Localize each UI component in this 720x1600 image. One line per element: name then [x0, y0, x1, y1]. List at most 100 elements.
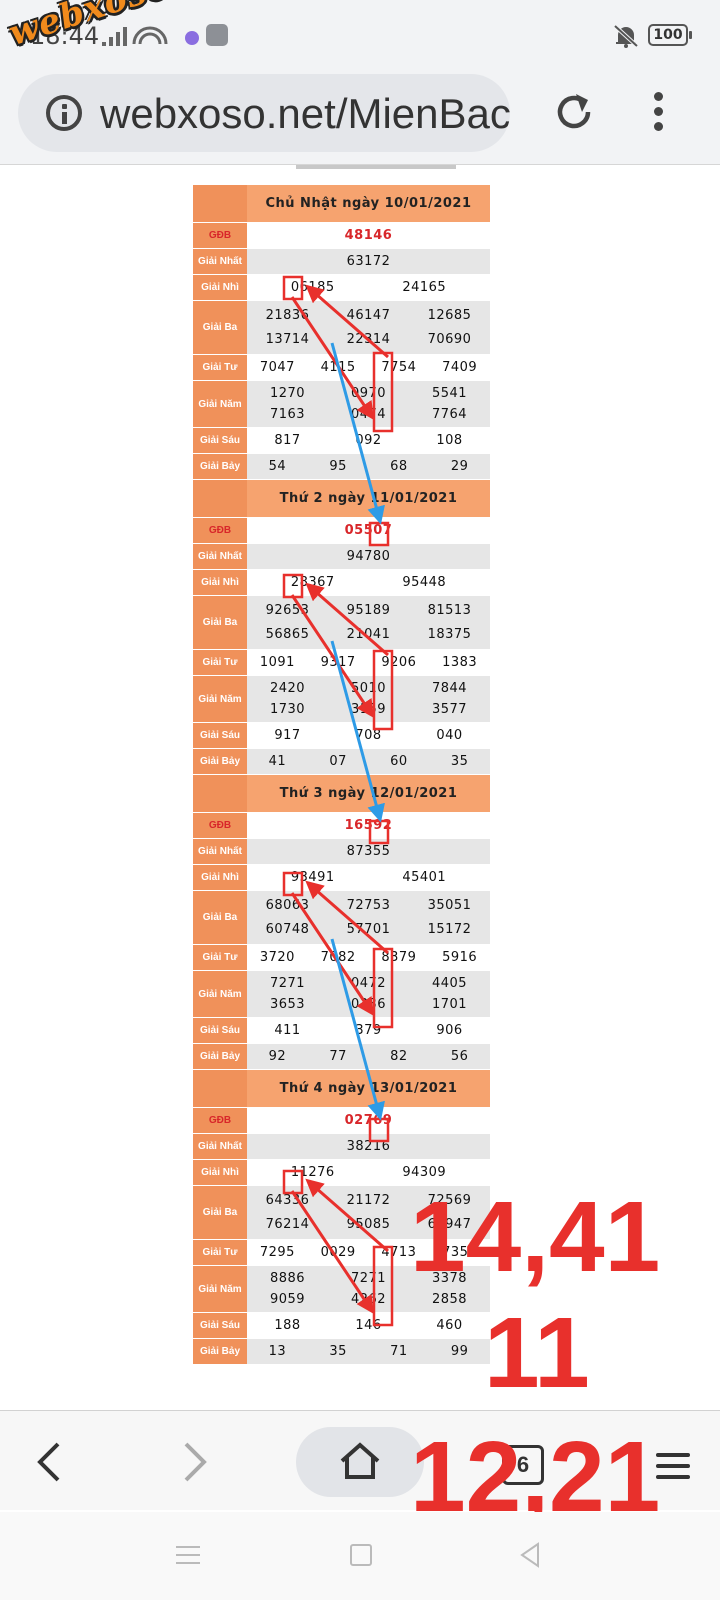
gdb-label: GĐB: [193, 1108, 247, 1133]
prize-number: 81513: [427, 602, 472, 618]
annotation-line-2: 11: [484, 1297, 590, 1409]
giai-nam-values: 1270 0970 5541 7163 0474 7764: [247, 381, 490, 427]
prize-number: 4405: [431, 976, 468, 991]
prize-number: 0029: [320, 1245, 356, 1260]
address-bar[interactable]: webxoso.net/MienBac: [18, 74, 510, 152]
prize-number: 4262: [350, 1292, 387, 1307]
prize-number: 64336: [265, 1192, 310, 1208]
draw-header: Thứ 2 ngày 11/01/2021: [193, 480, 490, 518]
prize-number: 57701: [346, 922, 391, 938]
prize-number: 71: [390, 1344, 408, 1359]
prize-number: 2858: [431, 1292, 468, 1307]
giai-tu-label: Giải Tư: [193, 945, 247, 970]
prize-number: 22314: [346, 332, 391, 348]
giai-tu-row: Giải Tư 7295 0029 4713 7354: [193, 1240, 490, 1266]
prize-number: 99: [450, 1344, 469, 1359]
giai-sau-row: Giải Sáu 411 379 906: [193, 1018, 490, 1044]
info-icon[interactable]: [46, 95, 82, 131]
giai-nhat-values: 87355: [247, 839, 490, 864]
prize-number: 9059: [269, 1292, 306, 1307]
giai-nam-label: Giải Năm: [193, 676, 247, 722]
prize-number: 917: [274, 728, 301, 743]
giai-bay-label: Giải Bảy: [193, 1339, 247, 1364]
signal-icon: [102, 26, 199, 46]
gdb-values: 02769: [247, 1108, 490, 1133]
prize-number: 60748: [265, 922, 310, 938]
giai-nhi-label: Giải Nhì: [193, 275, 247, 300]
prize-number: 18375: [427, 627, 472, 643]
prize-number: 56: [450, 1049, 469, 1064]
giai-ba-label: Giải Ba: [193, 891, 247, 944]
giai-tu-values: 3720 7082 8379 5916: [247, 945, 490, 970]
giai-sau-label: Giải Sáu: [193, 1018, 247, 1043]
forward-arrow-icon[interactable]: [180, 1441, 210, 1483]
giai-nhi-values: 28367 95448: [247, 570, 490, 595]
prize-number: 9206: [381, 655, 417, 670]
home-button[interactable]: [296, 1427, 424, 1497]
prize-number: 61947: [427, 1217, 472, 1233]
giai-bay-label: Giải Bảy: [193, 749, 247, 774]
prize-number: 35051: [427, 897, 472, 913]
overflow-menu-icon[interactable]: [652, 92, 664, 136]
giai-bay-row: Giải Bảy 92 77 82 56: [193, 1044, 490, 1070]
prize-number: 93491: [290, 870, 335, 885]
draw-title: Chủ Nhật ngày 10/01/2021: [247, 185, 490, 222]
prize-number: 41: [268, 754, 287, 769]
prize-number: 1383: [442, 655, 478, 670]
prize-number: 68: [390, 459, 408, 474]
giai-ba-values: 92653 95189 81513 56865 21041 18375: [247, 596, 490, 649]
prize-number: 7354: [442, 1245, 478, 1260]
prize-number: 29: [450, 459, 469, 474]
prize-number: 817: [274, 433, 301, 448]
reload-icon[interactable]: [552, 90, 596, 134]
prize-number: 7271: [269, 976, 306, 991]
giai-tu-label: Giải Tư: [193, 355, 247, 380]
prize-number: 15172: [427, 922, 472, 938]
gdb-row: GĐB 16592: [193, 813, 490, 839]
prize-number: 9317: [320, 655, 356, 670]
prize-number: 040: [436, 728, 463, 743]
draw-title: Thứ 4 ngày 13/01/2021: [247, 1070, 490, 1107]
page-scroll-tab: [296, 165, 456, 169]
prize-number: 7844: [431, 681, 468, 696]
prize-number: 146: [355, 1318, 382, 1333]
giai-bay-values: 41 07 60 35: [247, 749, 490, 774]
system-back-icon[interactable]: [518, 1542, 542, 1568]
back-arrow-icon[interactable]: [34, 1441, 64, 1483]
giai-bay-row: Giải Bảy 41 07 60 35: [193, 749, 490, 775]
prize-number: 5010: [350, 681, 387, 696]
giai-ba-row: Giải Ba 92653 95189 81513 56865 21041 18375: [193, 596, 490, 650]
giai-tu-values: 7295 0029 4713 7354: [247, 1240, 490, 1265]
giai-sau-row: Giải Sáu 817 092 108: [193, 428, 490, 454]
system-home-icon[interactable]: [350, 1544, 372, 1566]
giai-sau-values: 917 708 040: [247, 723, 490, 748]
recent-apps-icon[interactable]: [176, 1546, 200, 1570]
prize-number: 411: [274, 1023, 301, 1038]
prize-number: 2420: [269, 681, 306, 696]
prize-number: 1091: [259, 655, 295, 670]
giai-bay-values: 13 35 71 99: [247, 1339, 490, 1364]
annotation-line-1: 14,41: [410, 1181, 661, 1293]
giai-nhi-row: Giải Nhì 06185 24165: [193, 275, 490, 301]
prize-number: 95: [329, 459, 347, 474]
url-text[interactable]: webxoso.net/MienBac: [100, 90, 510, 137]
prize-number: 35: [329, 1344, 347, 1359]
prize-number: 21172: [346, 1192, 391, 1208]
giai-bay-values: 54 95 68 29: [247, 454, 490, 479]
gdb-row: GĐB 02769: [193, 1108, 490, 1134]
prize-number: 21836: [265, 307, 310, 323]
browser-toolbar: webxoso.net/MienBac: [0, 70, 720, 165]
header-spacer: [193, 185, 247, 222]
gdb-values: 05507: [247, 518, 490, 543]
hamburger-menu-icon[interactable]: [656, 1453, 690, 1486]
prize-number: 13714: [265, 332, 310, 348]
giai-tu-row: Giải Tư 3720 7082 8379 5916: [193, 945, 490, 971]
tabs-count-button[interactable]: 6: [502, 1445, 544, 1485]
system-nav-bar: [0, 1512, 720, 1600]
header-spacer: [193, 480, 247, 517]
gdb-values: 16592: [247, 813, 490, 838]
giai-bay-values: 92 77 82 56: [247, 1044, 490, 1069]
prize-number: 7295: [259, 1245, 295, 1260]
giai-nhat-values: 38216: [247, 1134, 490, 1159]
prize-number: 82: [390, 1049, 408, 1064]
